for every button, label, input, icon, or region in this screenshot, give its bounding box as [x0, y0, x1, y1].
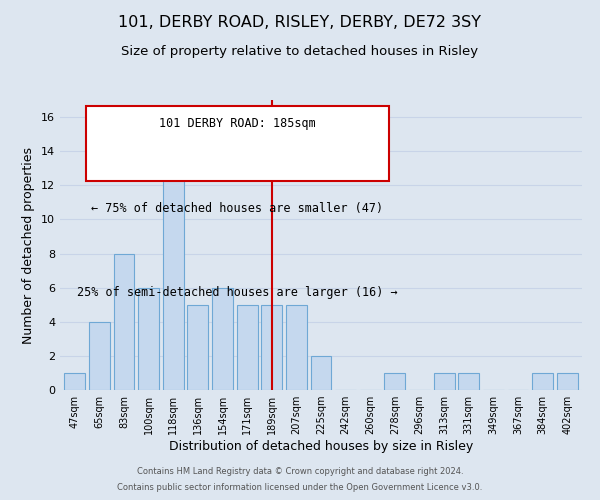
Bar	[557, 373, 578, 390]
Text: Contains HM Land Registry data © Crown copyright and database right 2024.: Contains HM Land Registry data © Crown c…	[137, 467, 463, 476]
Bar	[532, 373, 553, 390]
Bar	[212, 288, 233, 390]
Bar	[64, 373, 85, 390]
Text: 101, DERBY ROAD, RISLEY, DERBY, DE72 3SY: 101, DERBY ROAD, RISLEY, DERBY, DE72 3SY	[119, 15, 482, 30]
Bar	[163, 168, 184, 390]
Bar	[187, 304, 208, 390]
Bar	[385, 373, 406, 390]
X-axis label: Distribution of detached houses by size in Risley: Distribution of detached houses by size …	[169, 440, 473, 453]
Bar	[434, 373, 455, 390]
Text: Size of property relative to detached houses in Risley: Size of property relative to detached ho…	[121, 45, 479, 58]
Bar	[138, 288, 159, 390]
Text: 101 DERBY ROAD: 185sqm: 101 DERBY ROAD: 185sqm	[159, 118, 316, 130]
Y-axis label: Number of detached properties: Number of detached properties	[22, 146, 35, 344]
Bar	[113, 254, 134, 390]
Bar	[236, 304, 257, 390]
Bar	[311, 356, 331, 390]
Text: Contains public sector information licensed under the Open Government Licence v3: Contains public sector information licen…	[118, 484, 482, 492]
Bar	[261, 304, 282, 390]
Bar	[458, 373, 479, 390]
Bar	[89, 322, 110, 390]
Bar	[286, 304, 307, 390]
Text: 25% of semi-detached houses are larger (16) →: 25% of semi-detached houses are larger (…	[77, 286, 398, 298]
Text: ← 75% of detached houses are smaller (47): ← 75% of detached houses are smaller (47…	[91, 202, 383, 214]
FancyBboxPatch shape	[86, 106, 389, 181]
